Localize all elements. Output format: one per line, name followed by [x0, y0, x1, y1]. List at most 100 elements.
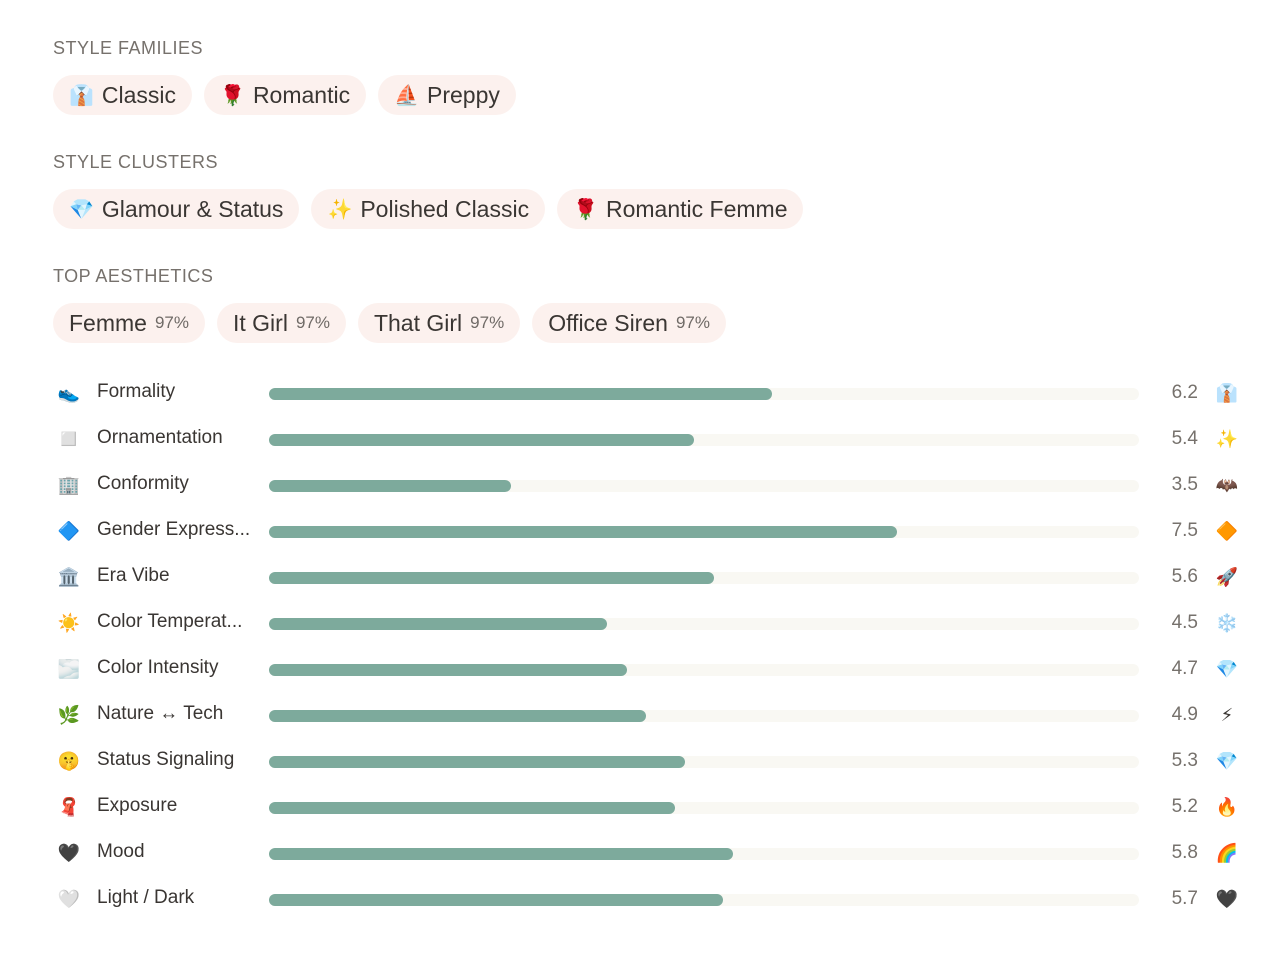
- dimension-bar-fill: [269, 802, 675, 814]
- chip-label: That Girl: [373, 309, 463, 336]
- office-building-icon: 🏢: [57, 475, 81, 496]
- chip-polished-classic[interactable]: ✨ Polished Classic: [311, 189, 546, 229]
- lightning-icon: ⚡: [1220, 705, 1234, 726]
- chip-preppy[interactable]: ⛵ Preppy: [378, 75, 516, 115]
- dimension-value: 3.5: [1171, 474, 1198, 495]
- dimension-label: Gender Express...: [97, 519, 251, 540]
- dimension-label: Mood: [97, 841, 145, 862]
- dimension-row: 🧣 Exposure 5.2 🔥: [53, 785, 1243, 831]
- orange-diamond-icon: 🔶: [1215, 521, 1239, 542]
- style-families-chips: 👔 Classic 🌹 Romantic ⛵ Preppy: [53, 75, 1243, 115]
- dimension-bar-track: [269, 710, 1139, 722]
- rainbow-icon: 🌈: [1215, 843, 1239, 864]
- style-dimensions-list: 👟 Formality 6.2 👔 ◻️ Ornamentation 5.4 ✨ 🏢 Confor…: [53, 371, 1243, 923]
- dimension-value: 4.7: [1171, 658, 1198, 679]
- shirt-tie-icon: 👔: [1215, 383, 1239, 404]
- dimension-bar-fill: [269, 572, 714, 584]
- dimension-bar-fill: [269, 618, 608, 630]
- dimension-row: 🤫 Status Signaling 5.3 💎: [53, 739, 1243, 785]
- dimension-row: 🌿 Nature ↔ Tech 4.9 ⚡: [53, 693, 1243, 739]
- gem-icon: 💎: [1215, 751, 1239, 772]
- dimension-label: Light / Dark: [97, 887, 195, 908]
- scarf-icon: 🧣: [57, 797, 81, 818]
- chip-percent: 97%: [295, 313, 330, 332]
- top-aesthetics-section: TOP AESTHETICS Femme 97% It Girl 97% Tha…: [53, 265, 1243, 343]
- chip-office-siren[interactable]: Office Siren 97%: [532, 303, 726, 343]
- dimension-bar-track: [269, 388, 1139, 400]
- dimension-label: Conformity: [97, 473, 189, 494]
- shushing-face-icon: 🤫: [57, 751, 81, 772]
- dimension-row: 🖤 Mood 5.8 🌈: [53, 831, 1243, 877]
- rose-icon: 🌹: [573, 198, 598, 221]
- style-clusters-chips: 💎 Glamour & Status ✨ Polished Classic 🌹 …: [53, 189, 1243, 229]
- gem-icon: 💎: [1215, 659, 1239, 680]
- dimension-bar-fill: [269, 434, 695, 446]
- dimension-row: 👟 Formality 6.2 👔: [53, 371, 1243, 417]
- section-label-style-clusters: STYLE CLUSTERS: [53, 152, 219, 172]
- dimension-row: 🔷 Gender Express... 7.5 🔶: [53, 509, 1243, 555]
- bat-icon: 🦇: [1215, 475, 1239, 496]
- dimension-row: ◻️ Ornamentation 5.4 ✨: [53, 417, 1243, 463]
- chip-label: Classic: [101, 81, 177, 108]
- chip-that-girl[interactable]: That Girl 97%: [357, 303, 521, 343]
- dimension-label: Nature ↔ Tech: [97, 703, 224, 724]
- dimension-bar-fill: [269, 894, 724, 906]
- chip-femme[interactable]: Femme 97%: [53, 303, 205, 343]
- chip-romantic-femme[interactable]: 🌹 Romantic Femme: [557, 189, 804, 229]
- dimension-row: 🤍 Light / Dark 5.7 🖤: [53, 877, 1243, 923]
- dimension-value: 5.2: [1171, 796, 1198, 817]
- chip-label: Glamour & Status: [101, 195, 284, 222]
- chip-romantic[interactable]: 🌹 Romantic: [204, 75, 367, 115]
- dimension-value: 5.7: [1171, 888, 1198, 909]
- dimension-row: 🌫️ Color Intensity 4.7 💎: [53, 647, 1243, 693]
- dimension-bar-track: [269, 480, 1139, 492]
- dimension-bar-track: [269, 572, 1139, 584]
- dimension-value: 4.9: [1171, 704, 1198, 725]
- dimension-value: 4.5: [1171, 612, 1198, 633]
- sun-icon: ☀️: [57, 613, 81, 634]
- dimension-label: Formality: [97, 381, 176, 402]
- dimension-value: 6.2: [1171, 382, 1198, 403]
- dimension-bar-fill: [269, 848, 733, 860]
- section-label-style-families: STYLE FAMILIES: [53, 38, 204, 58]
- chip-label: Office Siren: [548, 309, 668, 336]
- fire-icon: 🔥: [1215, 797, 1239, 818]
- chip-it-girl[interactable]: It Girl 97%: [216, 303, 346, 343]
- chip-glamour-status[interactable]: 💎 Glamour & Status: [53, 189, 300, 229]
- top-aesthetics-chips: Femme 97% It Girl 97% That Girl 97% Offi…: [53, 303, 1243, 343]
- chip-label: Polished Classic: [360, 195, 530, 222]
- dimension-value: 5.4: [1171, 428, 1198, 449]
- white-heart-icon: 🤍: [57, 889, 81, 910]
- dimension-row: 🏢 Conformity 3.5 🦇: [53, 463, 1243, 509]
- sparkles-icon: ✨: [327, 198, 353, 221]
- shirt-tie-icon: 👔: [69, 84, 94, 107]
- dimension-bar-track: [269, 664, 1139, 676]
- chip-classic[interactable]: 👔 Classic: [53, 75, 193, 115]
- dimension-value: 7.5: [1171, 520, 1198, 541]
- rocket-icon: 🚀: [1215, 567, 1239, 588]
- dimension-value: 5.3: [1171, 750, 1198, 771]
- chip-label: Femme: [69, 309, 147, 336]
- dimension-bar-track: [269, 802, 1139, 814]
- dimension-bar-track: [269, 526, 1139, 538]
- chip-percent: 97%: [675, 313, 710, 332]
- style-clusters-section: STYLE CLUSTERS 💎 Glamour & Status ✨ Poli…: [53, 151, 1243, 229]
- chip-percent: 97%: [154, 313, 189, 332]
- chip-label: Preppy: [427, 81, 500, 108]
- style-families-section: STYLE FAMILIES 👔 Classic 🌹 Romantic ⛵ Pr…: [53, 37, 1243, 115]
- dimension-bar-track: [269, 434, 1139, 446]
- dimension-bar-fill: [269, 710, 646, 722]
- sailboat-icon: ⛵: [394, 84, 419, 107]
- gem-icon: 💎: [69, 198, 94, 221]
- dimension-bar-track: [269, 848, 1139, 860]
- dimension-bar-fill: [269, 526, 898, 538]
- dimension-bar-fill: [269, 756, 685, 768]
- dimension-bar-track: [269, 618, 1139, 630]
- classical-building-icon: 🏛️: [57, 567, 81, 588]
- dimension-label: Color Intensity: [97, 657, 219, 678]
- black-heart-icon: 🖤: [1215, 889, 1239, 910]
- style-profile-panel: STYLE FAMILIES 👔 Classic 🌹 Romantic ⛵ Pr…: [53, 37, 1243, 343]
- dimension-bar-fill: [269, 388, 772, 400]
- dimension-bar-track: [269, 894, 1139, 906]
- chip-percent: 97%: [470, 313, 505, 332]
